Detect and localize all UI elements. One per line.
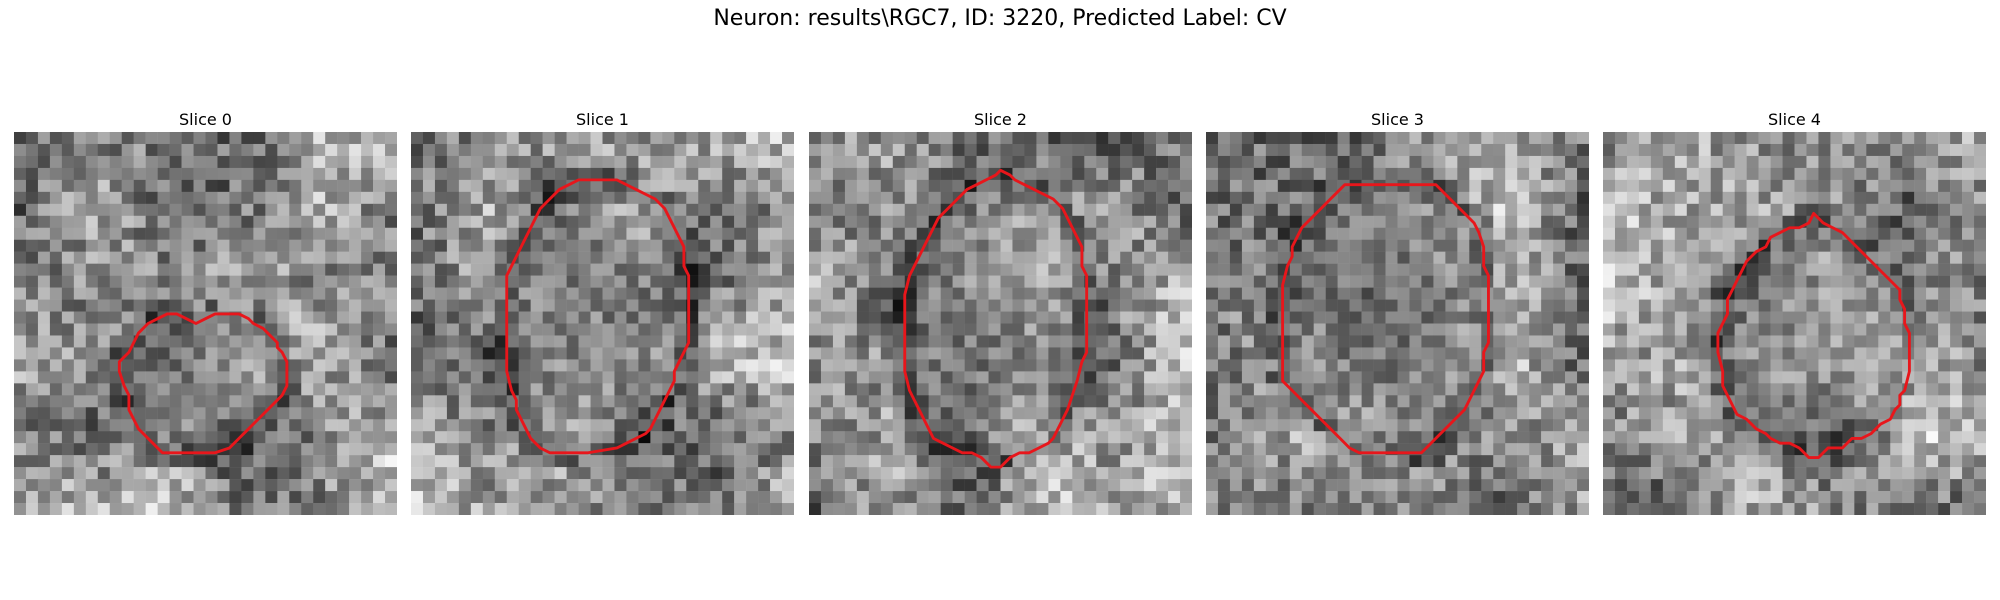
slice-image — [411, 132, 794, 515]
figure-title: Neuron: results\RGC7, ID: 3220, Predicte… — [0, 6, 2000, 31]
slice-image — [809, 132, 1192, 515]
slice-title: Slice 2 — [809, 108, 1192, 132]
slice-panel-2: Slice 2 — [809, 108, 1192, 515]
slice-title: Slice 3 — [1206, 108, 1589, 132]
slice-image — [1603, 132, 1986, 515]
slice-title: Slice 4 — [1603, 108, 1986, 132]
slice-image — [1206, 132, 1589, 515]
grayscale-pixels — [14, 132, 397, 515]
slice-panel-1: Slice 1 — [411, 108, 794, 515]
grayscale-pixels — [1206, 132, 1589, 515]
slice-title: Slice 1 — [411, 108, 794, 132]
slice-panel-3: Slice 3 — [1206, 108, 1589, 515]
grayscale-pixels — [1603, 132, 1986, 515]
slice-image — [14, 132, 397, 515]
grayscale-pixels — [411, 132, 794, 515]
slice-panel-4: Slice 4 — [1603, 108, 1986, 515]
slice-title: Slice 0 — [14, 108, 397, 132]
slice-panel-0: Slice 0 — [14, 108, 397, 515]
grayscale-pixels — [809, 132, 1192, 515]
